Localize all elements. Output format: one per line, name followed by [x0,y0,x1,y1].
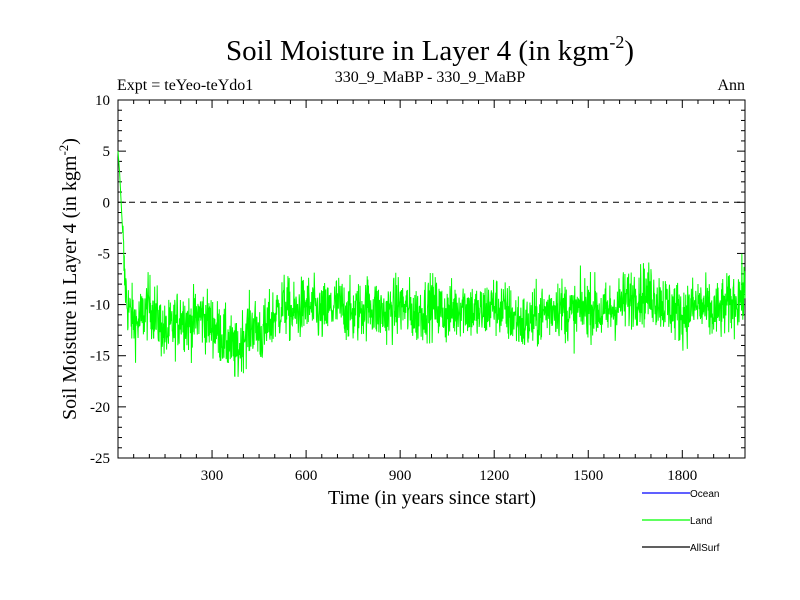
y-axis-label: Soil Moisture in Layer 4 (in kgm-2) [56,138,81,420]
subtitle-period: 330_9_MaBP - 330_9_MaBP [335,69,526,86]
y-tick-label: -5 [98,246,111,262]
y-tick-label: -10 [90,298,110,314]
subtitle-experiment: Expt = teYeo-teYdo1 [117,77,253,94]
legend-label-allsurf: AllSurf [690,543,720,554]
legend-label-land: Land [690,516,712,527]
chart-title-close: ) [624,35,634,67]
x-axis-label: Time (in years since start) [328,487,536,509]
x-tick-label: 900 [389,468,412,484]
x-tick-label: 300 [201,468,224,484]
x-tick-label: 600 [295,468,318,484]
x-tick-label: 1500 [573,468,603,484]
chart-title: Soil Moisture in Layer 4 (in kgm-2) [226,32,634,67]
x-tick-label: 1800 [667,468,697,484]
y-axis-label-superscript: -2 [56,145,71,156]
y-tick-label: -25 [90,451,110,467]
series-line-land [117,151,746,377]
y-tick-label: 0 [103,195,111,211]
chart-title-superscript: -2 [609,32,624,52]
x-tick-label: 1200 [479,468,509,484]
y-tick-label: 5 [103,144,111,160]
legend: Ocean Land AllSurf [642,489,720,554]
subtitle-season: Ann [717,77,745,94]
x-axis: 300 600 900 1200 1500 1800 [133,100,730,484]
y-axis-label-close: ) [59,138,81,145]
y-tick-label: 10 [95,93,110,109]
y-tick-label: -15 [90,349,110,365]
y-tick-label: -20 [90,400,110,416]
series-layer [117,151,746,377]
legend-label-ocean: Ocean [690,489,719,500]
